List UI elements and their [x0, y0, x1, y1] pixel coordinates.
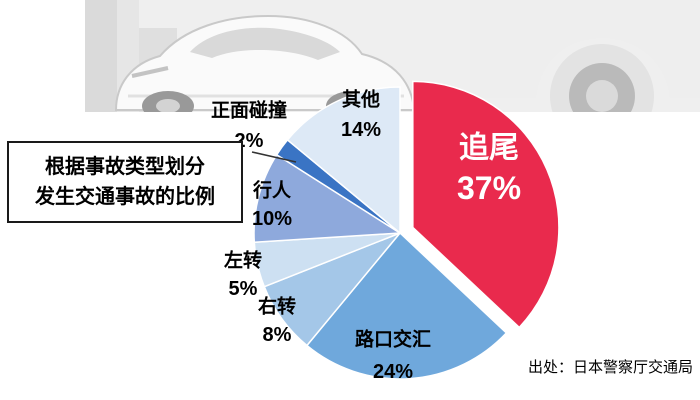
title-box: 根据事故类型划分 发生交通事故的比例 — [7, 141, 243, 223]
pie-label-其他: 其他 — [342, 88, 380, 111]
title-line2: 发生交通事故的比例 — [35, 186, 215, 208]
pie-value-行人: 10% — [252, 208, 292, 230]
pie-value-路口交汇: 24% — [373, 361, 413, 383]
pie-label-右转: 右转 — [257, 295, 296, 318]
pie-slice-其他 — [286, 86, 401, 235]
pie-slice-追尾 — [412, 80, 560, 329]
pie-value-右转: 8% — [263, 324, 292, 346]
pie-value-追尾: 37% — [457, 170, 521, 206]
pie-label-左转: 左转 — [224, 249, 262, 272]
pie-slice-路口交汇 — [305, 231, 508, 380]
second-car-illustration — [470, 0, 700, 112]
pie-value-左转: 5% — [229, 278, 258, 300]
pie-label-行人: 行人 — [252, 179, 292, 202]
pie-value-其他: 14% — [341, 119, 381, 141]
source-text: 出处：日本警察厅交通局 — [527, 359, 693, 376]
leader-line-head-on — [251, 151, 297, 163]
pie-label-路口交汇: 路口交汇 — [355, 328, 431, 351]
title-line1: 根据事故类型划分 — [45, 156, 205, 178]
pie-label-追尾: 追尾 — [459, 131, 519, 165]
pie-label-正面碰撞: 正面碰撞 — [211, 99, 287, 122]
